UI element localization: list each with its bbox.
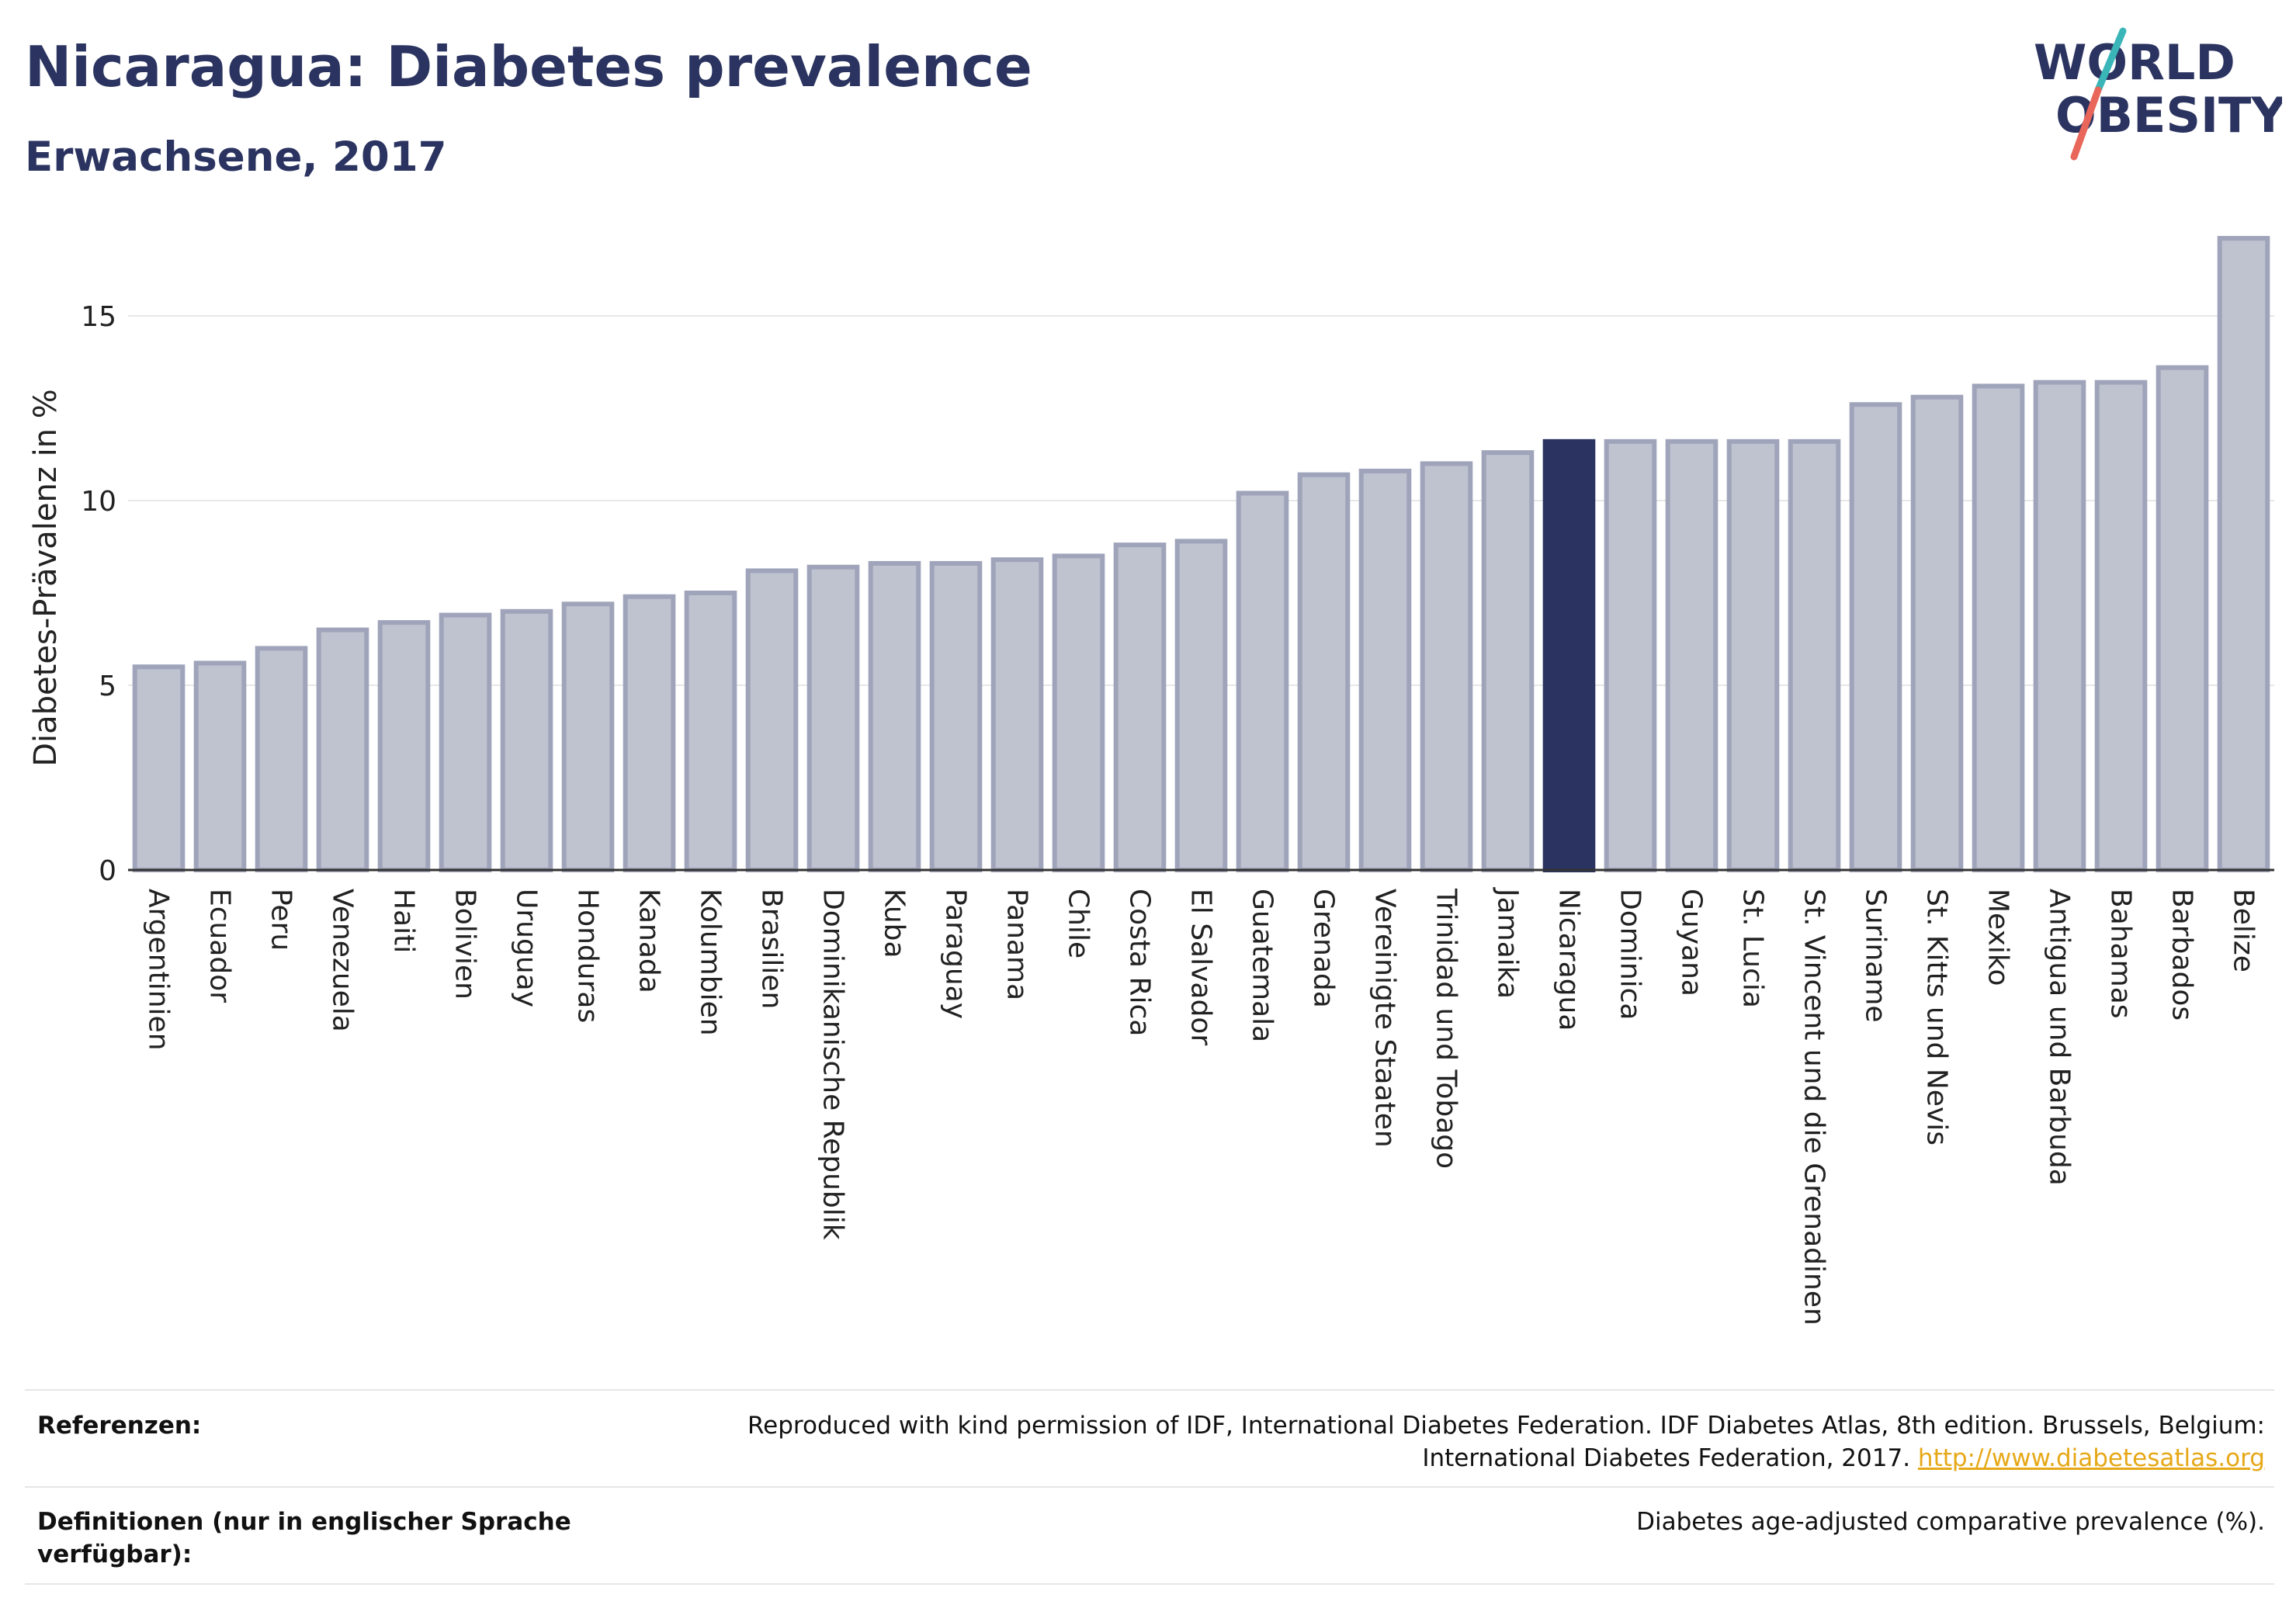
bar-bahamas[interactable]	[2094, 380, 2148, 872]
bars-layer	[132, 236, 2270, 873]
bar-honduras[interactable]	[561, 601, 615, 873]
x-tick-label: Guyana	[1676, 889, 1708, 996]
x-tick-label: Dominikanische Republik	[817, 889, 849, 1240]
footer-divider-top	[25, 1389, 2274, 1391]
x-tick-label: Kanada	[633, 889, 665, 993]
bar-panama[interactable]	[990, 557, 1044, 872]
x-tick-label: Peru	[265, 889, 297, 951]
x-tick-label: Brasilien	[756, 889, 788, 1009]
x-tick-label: Suriname	[1860, 889, 1892, 1023]
x-tick-label: St. Kitts und Nevis	[1921, 889, 1953, 1145]
x-tick-label: Barbados	[2166, 889, 2198, 1021]
bar-guyana[interactable]	[1665, 438, 1719, 872]
bar-suriname[interactable]	[1849, 402, 1902, 872]
bar-kanada[interactable]	[623, 594, 676, 872]
bar-argentinien[interactable]	[132, 664, 186, 872]
bar-haiti[interactable]	[377, 620, 431, 873]
bar-guatemala[interactable]	[1236, 490, 1289, 872]
bar-st-lucia[interactable]	[1726, 438, 1780, 872]
x-tick-label: Mexiko	[1982, 889, 2014, 986]
footer-divider-bottom	[25, 1583, 2274, 1585]
x-tick-label: St. Lucia	[1737, 889, 1769, 1008]
x-tick-label: Kuba	[879, 889, 910, 958]
bar-el-salvador[interactable]	[1174, 539, 1228, 872]
bar-paraguay[interactable]	[929, 560, 983, 872]
y-tick-label: 10	[81, 486, 116, 518]
x-tick-label: Venezuela	[327, 889, 359, 1032]
x-tick-label: Argentinien	[143, 889, 175, 1051]
bar-dominica[interactable]	[1604, 438, 1657, 872]
world-obesity-logo: WORLD OBESITY	[2034, 27, 2282, 161]
bar-mexiko[interactable]	[1972, 383, 2025, 872]
bar-jamaika[interactable]	[1481, 450, 1535, 872]
y-tick-label: 0	[99, 855, 116, 887]
x-tick-label: Kolumbien	[695, 889, 727, 1036]
references-link[interactable]: http://www.diabetesatlas.org	[1917, 1444, 2265, 1472]
logo-line1: WORLD	[2034, 34, 2235, 91]
x-tick-label: Costa Rica	[1124, 889, 1156, 1036]
bar-trinidad-und-tobago[interactable]	[1420, 461, 1473, 872]
bar-chart: 0 5 10 15 Diabetes-Prävalenz in % Argentinie…	[28, 236, 2274, 1326]
x-tick-label: Bahamas	[2105, 889, 2137, 1019]
bar-st-kitts-und-nevis[interactable]	[1910, 394, 1964, 873]
bar-antigua-und-barbuda[interactable]	[2033, 380, 2086, 872]
footer-divider-middle	[25, 1486, 2274, 1488]
bar-venezuela[interactable]	[316, 627, 369, 872]
x-tick-label: Jamaika	[1492, 887, 1524, 999]
x-tick-label: Antigua und Barbuda	[2044, 889, 2076, 1186]
x-tick-label: Belize	[2228, 889, 2260, 972]
references-label: Referenzen:	[37, 1412, 202, 1440]
references-text: Reproduced with kind permission of IDF, …	[713, 1409, 2265, 1475]
x-tick-label: El Salvador	[1185, 889, 1217, 1045]
bar-dominikanische-republik[interactable]	[806, 564, 860, 872]
chart-title: Nicaragua: Diabetes prevalence	[25, 34, 1032, 99]
bar-peru[interactable]	[255, 646, 308, 873]
definitions-label: Definitionen (nur in englischer Sprache …	[37, 1508, 571, 1568]
references-text-line1: Reproduced with kind permission of IDF, …	[747, 1412, 2265, 1440]
bar-ecuador[interactable]	[193, 660, 247, 872]
bar-st-vincent-und-die-grenadinen[interactable]	[1788, 438, 1841, 872]
x-tick-label: Dominica	[1614, 889, 1646, 1021]
bar-belize[interactable]	[2217, 236, 2270, 873]
references-text-line2: International Diabetes Federation, 2017.	[1422, 1444, 1911, 1472]
x-tick-label: Chile	[1063, 889, 1094, 958]
bar-nicaragua[interactable]	[1542, 438, 1596, 872]
x-tick-label: Ecuador	[204, 889, 236, 1003]
bar-kolumbien[interactable]	[684, 591, 737, 872]
bar-uruguay[interactable]	[500, 608, 553, 872]
logo-slash-coral	[2070, 86, 2102, 161]
x-tick-label: Paraguay	[940, 889, 972, 1019]
bar-vereinigte-staaten[interactable]	[1358, 468, 1412, 872]
bar-bolivien[interactable]	[439, 612, 492, 872]
x-tick-label: Honduras	[572, 889, 604, 1023]
labels-layer: Argentinien Ecuador Peru Venezuela Haiti Boli…	[143, 887, 2260, 1326]
x-tick-label: Guatemala	[1247, 889, 1278, 1042]
x-tick-label: Uruguay	[511, 889, 543, 1007]
x-tick-label: Haiti	[388, 889, 420, 953]
x-tick-label: Grenada	[1308, 889, 1340, 1008]
x-tick-label: Vereinigte Staaten	[1369, 889, 1401, 1148]
axis-layer: 0 5 10 15 Diabetes-Prävalenz in %	[28, 301, 2274, 887]
chart-subtitle: Erwachsene, 2017	[25, 133, 447, 181]
x-tick-label: Bolivien	[449, 889, 481, 1000]
bar-grenada[interactable]	[1297, 472, 1351, 872]
definitions-text: Diabetes age-adjusted comparative preval…	[1636, 1508, 2265, 1536]
bar-chile[interactable]	[1052, 553, 1105, 873]
y-axis-label: Diabetes-Prävalenz in %	[28, 389, 64, 767]
y-tick-label: 5	[99, 671, 116, 702]
bar-barbados[interactable]	[2156, 365, 2209, 872]
x-tick-label: Panama	[1001, 889, 1033, 1000]
x-tick-label: St. Vincent und die Grenadinen	[1798, 889, 1830, 1326]
bar-kuba[interactable]	[868, 560, 921, 872]
bar-costa-rica[interactable]	[1113, 542, 1167, 872]
bar-brasilien[interactable]	[745, 568, 799, 872]
y-tick-label: 15	[81, 301, 116, 333]
logo-slash-teal	[2094, 27, 2127, 94]
x-tick-label: Trinidad und Tobago	[1431, 888, 1462, 1169]
x-tick-label: Nicaragua	[1553, 889, 1585, 1031]
